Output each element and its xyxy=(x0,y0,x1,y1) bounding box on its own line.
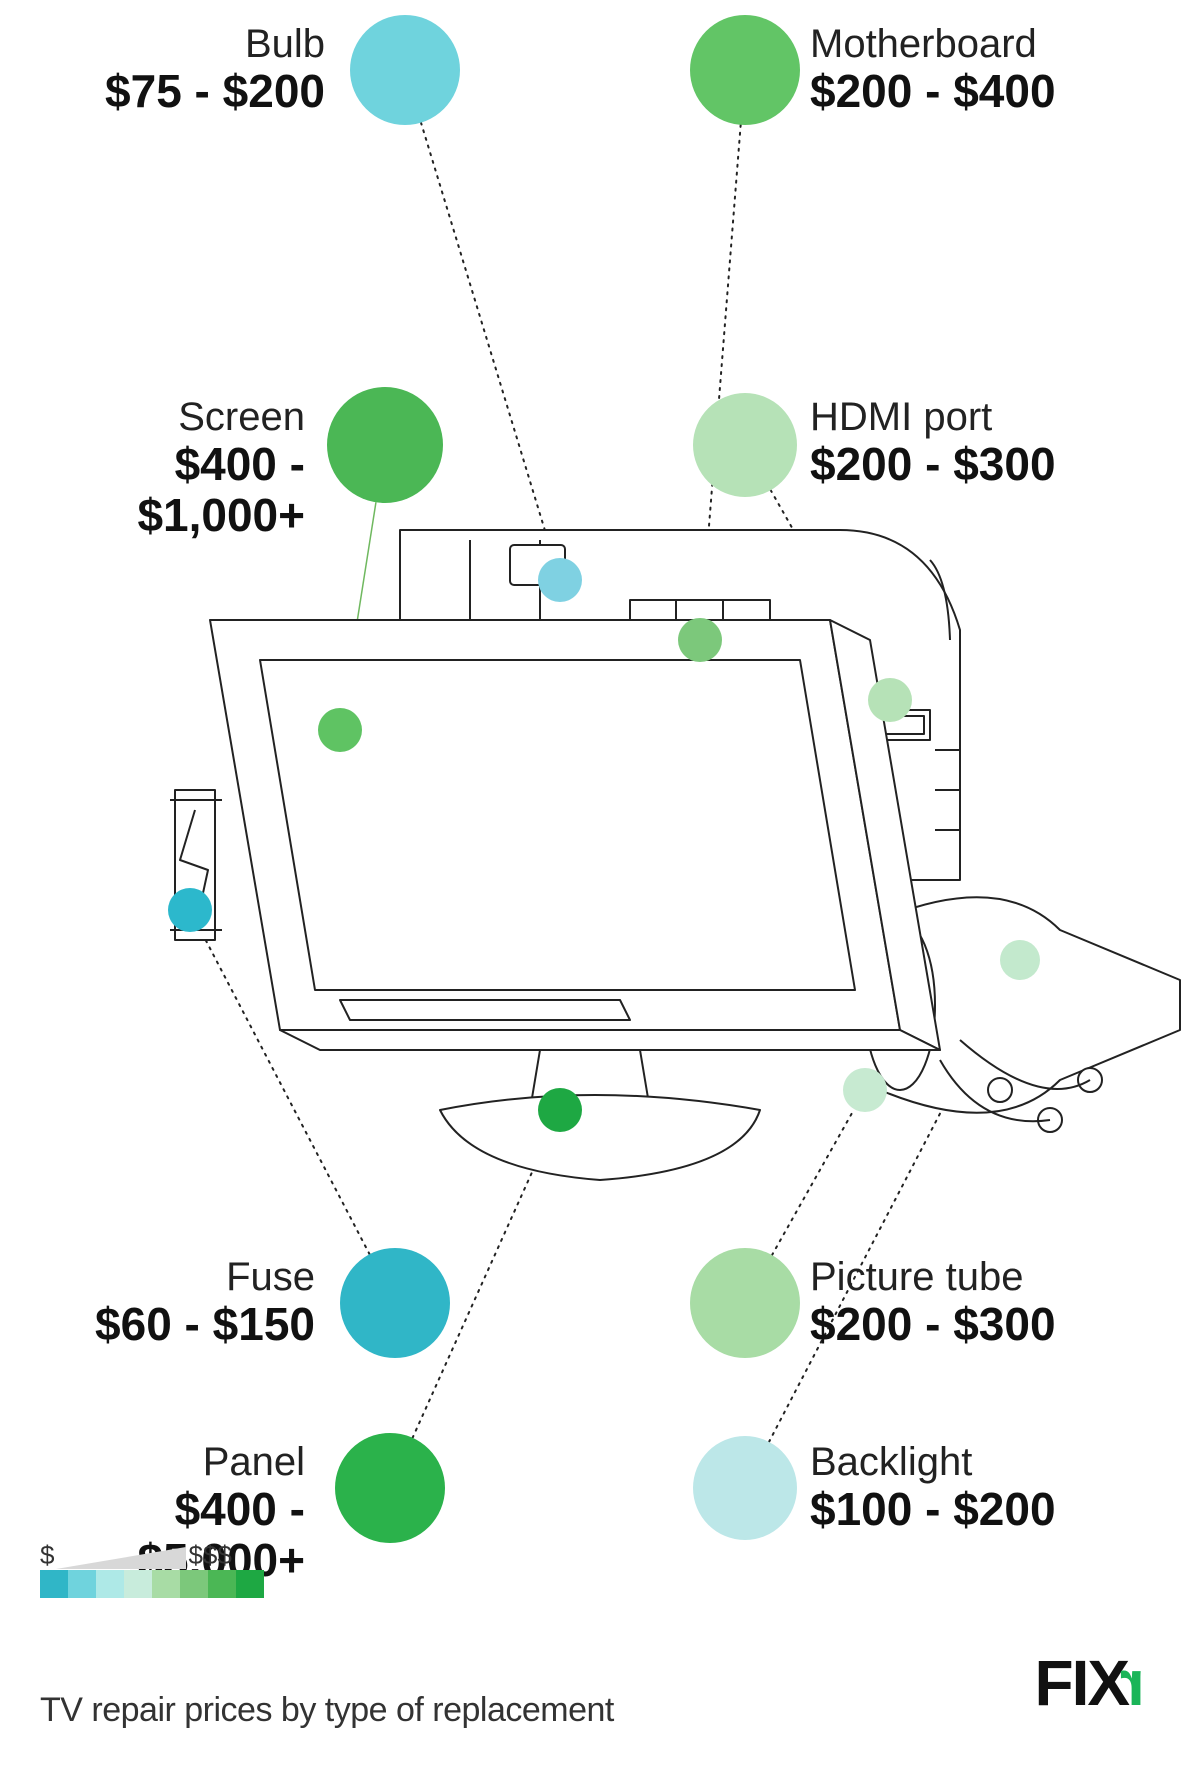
legend-swatch xyxy=(40,1570,68,1598)
legend-swatch xyxy=(236,1570,264,1598)
fuse-title: Fuse xyxy=(95,1255,315,1299)
bulb-connector xyxy=(421,123,554,559)
motherboard-anchor xyxy=(678,618,722,662)
backlight-label: Backlight$100 - $200 xyxy=(810,1440,1056,1535)
fixr-logo: FIXr xyxy=(1035,1646,1145,1720)
picturetube-title: Picture tube xyxy=(810,1255,1056,1299)
legend-swatch xyxy=(124,1570,152,1598)
picturetube-connector xyxy=(772,1109,854,1255)
backlight-anchor xyxy=(1000,940,1040,980)
caption-text: TV repair prices by type of replacement xyxy=(40,1691,614,1730)
fuse-price: $60 - $150 xyxy=(95,1299,315,1350)
legend-swatch xyxy=(96,1570,124,1598)
legend-high: $$$ xyxy=(188,1540,231,1571)
panel-title: Panel xyxy=(0,1440,305,1484)
legend-swatch xyxy=(68,1570,96,1598)
legend-swatch xyxy=(208,1570,236,1598)
legend-price-scale: $ $$$ xyxy=(40,1540,232,1571)
bulb-price: $75 - $200 xyxy=(105,66,325,117)
backlight-title: Backlight xyxy=(810,1440,1056,1484)
hdmi-anchor xyxy=(868,678,912,722)
panel-anchor xyxy=(538,1088,582,1132)
backlight-price: $100 - $200 xyxy=(810,1484,1056,1535)
screen-dot xyxy=(327,387,443,503)
legend-color-scale xyxy=(40,1570,264,1598)
tv-illustration xyxy=(170,530,1180,1180)
picturetube-dot xyxy=(690,1248,800,1358)
screen-label: Screen$400 - $1,000+ xyxy=(0,395,305,540)
hdmi-title: HDMI port xyxy=(810,395,1056,439)
legend-swatch xyxy=(180,1570,208,1598)
fuse-dot xyxy=(340,1248,450,1358)
picturetube-anchor xyxy=(843,1068,887,1112)
hdmi-label: HDMI port$200 - $300 xyxy=(810,395,1056,490)
motherboard-connector xyxy=(702,125,741,618)
bulb-anchor xyxy=(538,558,582,602)
hdmi-dot xyxy=(693,393,797,497)
legend-low: $ xyxy=(40,1540,54,1571)
bulb-label: Bulb$75 - $200 xyxy=(105,22,325,117)
hdmi-connector xyxy=(771,490,879,681)
fuse-connector xyxy=(200,930,369,1255)
screen-price: $400 - $1,000+ xyxy=(0,439,305,540)
logo-accent: r xyxy=(1122,1646,1145,1720)
backlight-dot xyxy=(693,1436,797,1540)
bulb-title: Bulb xyxy=(105,22,325,66)
legend-swatch xyxy=(152,1570,180,1598)
screen-connector xyxy=(343,502,376,708)
screen-title: Screen xyxy=(0,395,305,439)
fuse-anchor xyxy=(168,888,212,932)
motherboard-price: $200 - $400 xyxy=(810,66,1056,117)
bulb-dot xyxy=(350,15,460,125)
motherboard-label: Motherboard$200 - $400 xyxy=(810,22,1056,117)
legend-wedge-icon xyxy=(56,1545,186,1571)
panel-connector xyxy=(413,1130,551,1438)
backlight-connector xyxy=(769,978,1011,1442)
panel-dot xyxy=(335,1433,445,1543)
hdmi-price: $200 - $300 xyxy=(810,439,1056,490)
motherboard-title: Motherboard xyxy=(810,22,1056,66)
screen-anchor xyxy=(318,708,362,752)
fuse-label: Fuse$60 - $150 xyxy=(95,1255,315,1350)
picturetube-label: Picture tube$200 - $300 xyxy=(810,1255,1056,1350)
picturetube-price: $200 - $300 xyxy=(810,1299,1056,1350)
motherboard-dot xyxy=(690,15,800,125)
logo-text: FIX xyxy=(1035,1647,1129,1719)
